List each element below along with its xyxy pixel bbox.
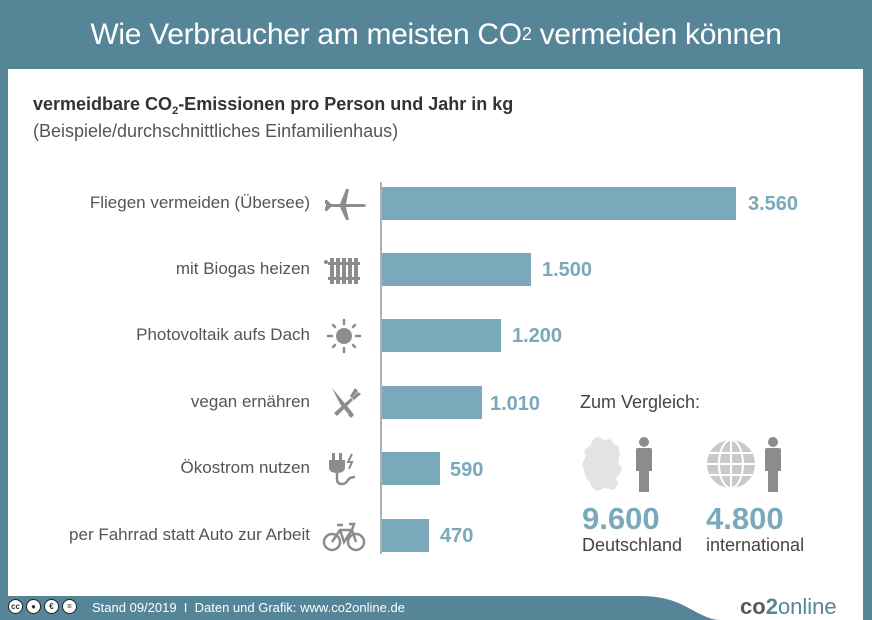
footer-credit: Stand 09/2019 I Daten und Grafik: www.co…: [92, 600, 405, 615]
cc-by-icon: ●: [26, 599, 41, 614]
subtitle-prefix: vermeidbare CO: [33, 94, 173, 114]
comparison-label-international: international: [706, 535, 805, 555]
bar: [382, 519, 429, 552]
title-prefix: Wie Verbraucher am meisten CO: [90, 17, 522, 51]
bar: [382, 253, 531, 286]
cc-nc-icon: €: [44, 599, 59, 614]
bar: [382, 319, 501, 352]
cc-nd-icon: =: [62, 599, 77, 614]
bar-value: 1.010: [490, 393, 541, 415]
comparison-value-germany: 9.600: [582, 501, 660, 536]
knife-fork-icon: [332, 388, 361, 418]
row-label: mit Biogas heizen: [175, 259, 310, 278]
logo-online: online: [777, 594, 837, 619]
chart-subtitle: vermeidbare CO2-Emissionen pro Person un…: [33, 94, 513, 117]
germany-map-icon: [582, 437, 622, 491]
co2online-logo: co2online: [740, 594, 837, 620]
sun-icon: [326, 318, 362, 354]
comparison-title: Zum Vergleich:: [580, 392, 701, 412]
subtitle-subscript: 2: [172, 105, 179, 117]
bar-value: 1.200: [512, 325, 563, 347]
logo-two: 2: [765, 594, 778, 619]
bicycle-icon: [322, 522, 366, 552]
bar-value: 1.500: [542, 259, 593, 281]
bar: [382, 187, 736, 220]
person-icon: [765, 437, 781, 492]
subtitle-suffix: -Emissionen pro Person und Jahr in kg: [178, 94, 514, 114]
radiator-icon: [324, 258, 360, 284]
bar-value: 470: [440, 525, 474, 547]
comparison-label-germany: Deutschland: [582, 535, 683, 555]
logo-co: co: [740, 594, 766, 619]
person-icon: [636, 437, 652, 492]
row-label: Photovoltaik aufs Dach: [136, 325, 310, 344]
bar-value: 590: [450, 459, 484, 481]
airplane-icon: [325, 189, 366, 220]
title-suffix: vermeiden können: [531, 17, 782, 51]
row-label: Ökostrom nutzen: [180, 458, 310, 477]
row-label: per Fahrrad statt Auto zur Arbeit: [69, 525, 310, 544]
license-icons: cc ● € =: [8, 599, 77, 614]
comparison-value-international: 4.800: [706, 501, 784, 536]
page-title: Wie Verbraucher am meisten CO 2 vermeiden…: [0, 0, 872, 69]
row-label: Fliegen vermeiden (Übersee): [89, 193, 310, 212]
globe-icon: [707, 439, 755, 489]
title-subscript: 2: [521, 24, 532, 44]
cc-icon: cc: [8, 599, 23, 614]
y-axis-line: [380, 182, 382, 554]
bar-value: 3.560: [748, 193, 799, 215]
bar: [382, 386, 482, 419]
power-plug-icon: [329, 453, 356, 486]
bar: [382, 452, 440, 485]
row-label: vegan ernähren: [190, 392, 310, 411]
chart-note: (Beispiele/durchschnittliches Einfamilie…: [33, 121, 399, 141]
